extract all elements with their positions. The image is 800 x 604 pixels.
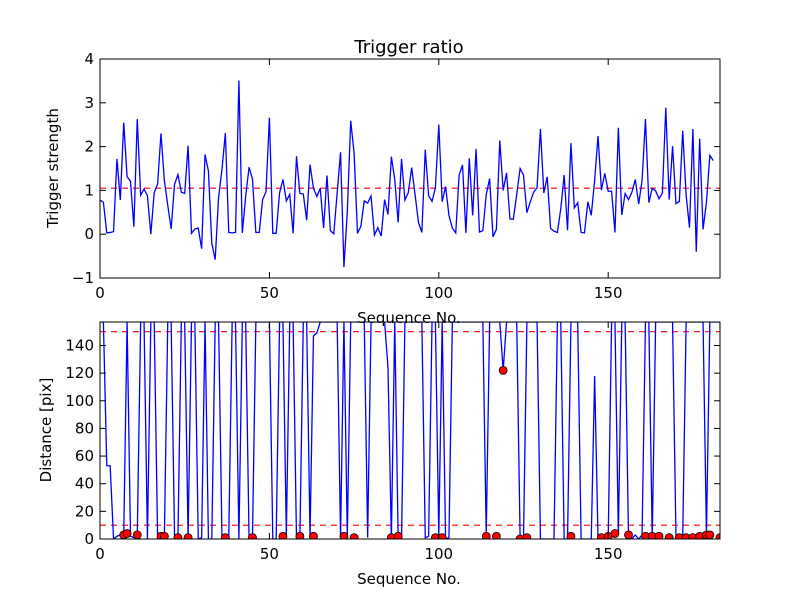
marker-point <box>715 533 720 539</box>
marker-point <box>481 531 491 539</box>
marker-point <box>393 531 403 539</box>
y-tick-label: 140 <box>65 336 94 354</box>
marker-point <box>295 531 305 539</box>
x-tick-label: 100 <box>424 545 453 563</box>
plot-frame <box>99 321 721 540</box>
trigger-ratio-axes: Trigger ratio Sequence No. Trigger stren… <box>44 37 721 327</box>
series-line-0 <box>100 80 714 268</box>
x-tick-label: 150 <box>594 284 623 302</box>
y-tick-label: 80 <box>75 419 94 437</box>
x-axis-label-bottom: Sequence No. <box>357 570 461 588</box>
x-tick-label: 150 <box>594 545 623 563</box>
y-tick-label: 2 <box>84 138 94 156</box>
marker-point <box>278 531 288 539</box>
marker-point <box>339 531 349 539</box>
marker-point <box>566 531 576 539</box>
chart-title: Trigger ratio <box>353 37 463 58</box>
marker-point <box>159 531 169 539</box>
marker-point <box>705 530 715 539</box>
marker-point <box>183 533 193 539</box>
y-tick-label: 120 <box>65 364 94 382</box>
marker-point <box>349 533 359 539</box>
y-tick-label: 20 <box>75 502 94 520</box>
distance-axes: Sequence No. Distance [pix] 0 50 100 150 0 20… <box>37 321 721 588</box>
x-tick-label: 100 <box>424 284 453 302</box>
marker-point <box>498 365 508 375</box>
plot-frame <box>99 58 721 279</box>
marker-point <box>248 533 257 539</box>
marker-point <box>624 530 633 539</box>
marker-point <box>515 534 525 539</box>
marker-point <box>309 531 318 539</box>
y-tick-label: 40 <box>75 475 94 493</box>
marker-point <box>654 531 664 539</box>
y-tick-label: −1 <box>72 269 94 287</box>
marker-point <box>610 529 620 538</box>
marker-point <box>437 533 447 539</box>
marker-point <box>664 533 674 539</box>
marker-point <box>173 533 183 539</box>
y-tick-label: 60 <box>75 447 94 465</box>
y-tick-label: 1 <box>84 181 94 199</box>
y-axis-label-top: Trigger strength <box>44 108 62 229</box>
y-tick-label: 100 <box>65 392 94 410</box>
x-axis-label-top: Sequence No. <box>357 309 461 327</box>
x-tick-label: 0 <box>95 545 105 563</box>
x-tick-label: 50 <box>260 284 279 302</box>
y-tick-label: 3 <box>84 94 94 112</box>
y-axis-label-bottom: Distance [pix] <box>37 378 55 483</box>
y-tick-label: 0 <box>84 225 94 243</box>
marker-point <box>220 533 230 539</box>
x-tick-label: 50 <box>260 545 279 563</box>
x-tick-label: 0 <box>95 284 105 302</box>
y-tick-label: 0 <box>84 530 94 548</box>
marker-point <box>522 533 532 539</box>
marker-point <box>491 531 501 539</box>
y-tick-label: 4 <box>84 50 94 68</box>
marker-point <box>132 530 142 539</box>
marker-point <box>122 529 132 538</box>
